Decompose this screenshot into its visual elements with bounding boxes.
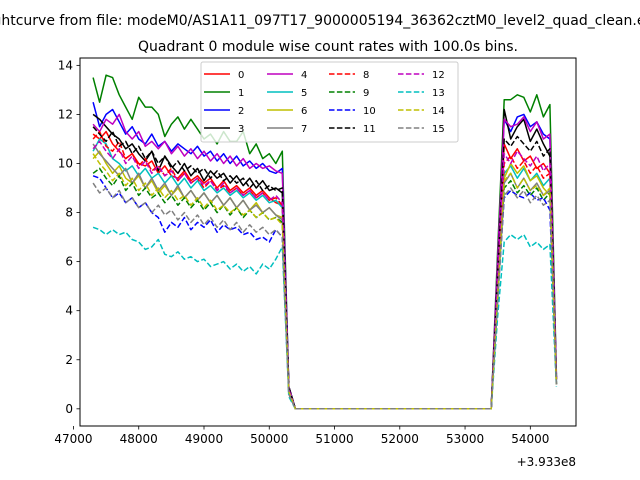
- legend-item-10: 10: [329, 106, 376, 117]
- legend-item-5: 5: [267, 88, 307, 99]
- legend-label: 12: [432, 70, 445, 81]
- x-offset-label: +3.933e8: [517, 455, 576, 469]
- legend-label: 3: [238, 124, 244, 135]
- series-layer: [92, 74, 558, 410]
- legend-item-0: 0: [204, 70, 244, 81]
- x-tick-label: 47000: [54, 432, 92, 446]
- legend-label: 6: [301, 106, 307, 117]
- y-tick-label: 14: [58, 58, 73, 72]
- plot-frame: [79, 57, 577, 427]
- legend-label: 8: [363, 70, 369, 81]
- y-tick-label: 6: [65, 255, 73, 269]
- legend-item-6: 6: [267, 106, 307, 117]
- x-tick-label: 52000: [381, 432, 419, 446]
- legend-label: 14: [432, 106, 445, 117]
- legend-label: 5: [301, 88, 307, 99]
- series-line-14: [92, 153, 558, 410]
- legend-label: 0: [238, 70, 244, 81]
- legend-item-8: 8: [329, 70, 369, 81]
- series-line-15: [92, 182, 558, 410]
- y-tick-label: 4: [65, 304, 73, 318]
- legend-label: 9: [363, 88, 369, 99]
- y-tick-label: 10: [58, 156, 73, 170]
- x-tick-label: 51000: [315, 432, 353, 446]
- x-tick-label: 53000: [446, 432, 484, 446]
- legend-item-1: 1: [204, 88, 244, 99]
- legend-label: 10: [363, 106, 376, 117]
- chart-title: Quadrant 0 module wise count rates with …: [138, 39, 518, 55]
- x-tick-label: 48000: [120, 432, 158, 446]
- y-tick-label: 0: [65, 402, 73, 416]
- legend-item-7: 7: [267, 124, 307, 135]
- legend-item-3: 3: [204, 124, 244, 135]
- legend-label: 7: [301, 124, 307, 135]
- legend-label: 1: [238, 88, 244, 99]
- legend-label: 11: [363, 124, 376, 135]
- legend-item-11: 11: [329, 124, 376, 135]
- legend-label: 15: [432, 124, 445, 135]
- legend-label: 2: [238, 106, 244, 117]
- legend-item-9: 9: [329, 88, 369, 99]
- legend-frame: [200, 61, 459, 143]
- legend-item-15: 15: [398, 124, 445, 135]
- legend-item-4: 4: [267, 70, 307, 81]
- x-tick-label: 54000: [511, 432, 549, 446]
- y-tick-label: 2: [65, 353, 73, 367]
- legend-label: 13: [432, 88, 445, 99]
- y-tick-label: 8: [65, 206, 73, 220]
- y-tick-label: 12: [58, 107, 73, 121]
- figure-suptitle: Lightcurve from file: modeM0/AS1A11_097T…: [0, 13, 640, 29]
- legend-label: 4: [301, 70, 307, 81]
- y-axis: 0 2 4 6 8 10 12 14: [58, 58, 80, 416]
- x-tick-label: 50000: [250, 432, 288, 446]
- x-axis: 47000 48000 49000 50000 51000 52000 53000 54000: [54, 426, 549, 446]
- legend-item-14: 14: [398, 106, 445, 117]
- x-tick-label: 49000: [185, 432, 223, 446]
- legend-item-13: 13: [398, 88, 445, 99]
- legend-item-2: 2: [204, 106, 244, 117]
- legend-item-12: 12: [398, 70, 445, 81]
